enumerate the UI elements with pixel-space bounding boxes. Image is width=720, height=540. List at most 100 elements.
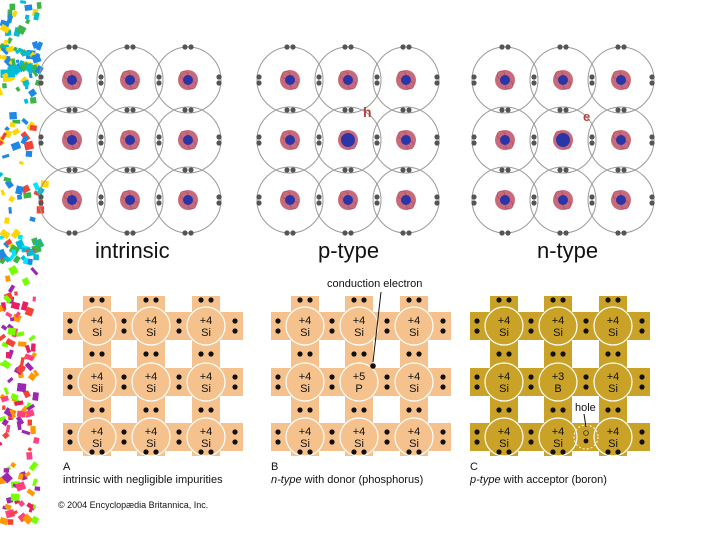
electron	[471, 194, 477, 200]
confetti-piece	[24, 344, 32, 354]
confetti-piece	[26, 488, 36, 497]
confetti-piece	[32, 296, 36, 302]
electron-dot	[232, 328, 238, 334]
nucleus-core	[616, 75, 626, 85]
atom-charge: +4	[299, 315, 312, 327]
atom-charge: +4	[607, 371, 620, 383]
electron-dot	[99, 351, 105, 357]
confetti-piece	[0, 333, 7, 342]
confetti-piece	[9, 111, 18, 120]
atom-charge: +4	[200, 426, 213, 438]
atom	[538, 362, 578, 402]
confetti-piece	[29, 97, 37, 104]
electron	[124, 107, 130, 113]
electron-dot	[440, 384, 446, 390]
electron	[216, 80, 222, 86]
nucleus-core	[616, 195, 626, 205]
electron	[563, 167, 569, 173]
electron	[256, 134, 262, 140]
electron-dot	[440, 318, 446, 324]
confetti-piece	[9, 121, 16, 128]
atom	[339, 362, 379, 402]
electron	[557, 230, 563, 236]
electron-dot	[143, 449, 149, 455]
label-n-type: n-type	[537, 238, 599, 263]
confetti-piece	[18, 500, 26, 508]
atom-charge: +4	[91, 426, 104, 438]
electron	[316, 134, 322, 140]
electron	[216, 194, 222, 200]
atom-symbol: Si	[146, 327, 156, 339]
confetti-piece	[36, 1, 42, 10]
electron	[188, 167, 194, 173]
confetti-piece	[20, 255, 27, 261]
electron	[621, 230, 627, 236]
nucleus-core	[558, 75, 568, 85]
electron-dot	[440, 374, 446, 380]
atom-charge: +4	[408, 315, 421, 327]
confetti-piece	[30, 266, 39, 276]
lattice-p-type	[256, 44, 440, 236]
atom-charge: +4	[552, 426, 565, 438]
electron-dot	[384, 318, 390, 324]
electron	[649, 140, 655, 146]
confetti-piece	[0, 54, 3, 62]
electron-dot	[384, 439, 390, 445]
electron	[98, 194, 104, 200]
electron-dot	[67, 328, 73, 334]
confetti-piece	[7, 68, 16, 78]
electron-dot	[297, 351, 303, 357]
nucleus-core	[67, 75, 77, 85]
electron-dot	[550, 407, 556, 413]
electron-dot	[297, 449, 303, 455]
nucleus-core	[67, 195, 77, 205]
electron	[284, 107, 290, 113]
electron	[348, 230, 354, 236]
electron	[563, 230, 569, 236]
electron	[342, 167, 348, 173]
orbit-ring	[256, 106, 324, 174]
atom	[394, 362, 434, 402]
electron	[256, 140, 262, 146]
confetti-piece	[24, 306, 35, 317]
electron	[563, 44, 569, 50]
caption-b: n-type with donor (phosphorus)	[271, 474, 423, 486]
electron-dot	[208, 351, 214, 357]
confetti-piece	[24, 4, 33, 11]
electron-dot	[583, 438, 589, 444]
confetti-decoration	[0, 0, 49, 526]
nucleus-core	[183, 195, 193, 205]
atom	[538, 417, 578, 457]
atom-symbol: Si	[146, 438, 156, 450]
orbit-ring	[96, 166, 164, 234]
confetti-piece	[32, 436, 40, 445]
electron-dot	[583, 384, 589, 390]
electron	[649, 194, 655, 200]
orbit-ring	[372, 166, 440, 234]
electron	[130, 44, 136, 50]
electron-dot	[67, 429, 73, 435]
confetti-piece	[0, 69, 9, 78]
orbit-ring	[154, 46, 222, 114]
confetti-piece	[27, 372, 37, 382]
confetti-piece	[0, 189, 6, 196]
electron-dot	[99, 449, 105, 455]
orbit-ring	[587, 106, 655, 174]
electron-dot	[89, 449, 95, 455]
nucleus-core	[401, 75, 411, 85]
electron	[406, 230, 412, 236]
confetti-piece	[14, 311, 21, 318]
confetti-piece	[5, 351, 11, 359]
confetti-piece	[27, 63, 33, 70]
confetti-piece	[7, 376, 14, 384]
orbit-ring	[256, 46, 324, 114]
confetti-piece	[0, 47, 9, 56]
confetti-piece	[15, 363, 27, 375]
confetti-piece	[3, 39, 9, 44]
electron-dot	[639, 439, 645, 445]
electron	[38, 134, 44, 140]
electron-dot	[121, 318, 127, 324]
electron	[374, 140, 380, 146]
electron	[290, 107, 296, 113]
electron-dot	[615, 297, 621, 303]
